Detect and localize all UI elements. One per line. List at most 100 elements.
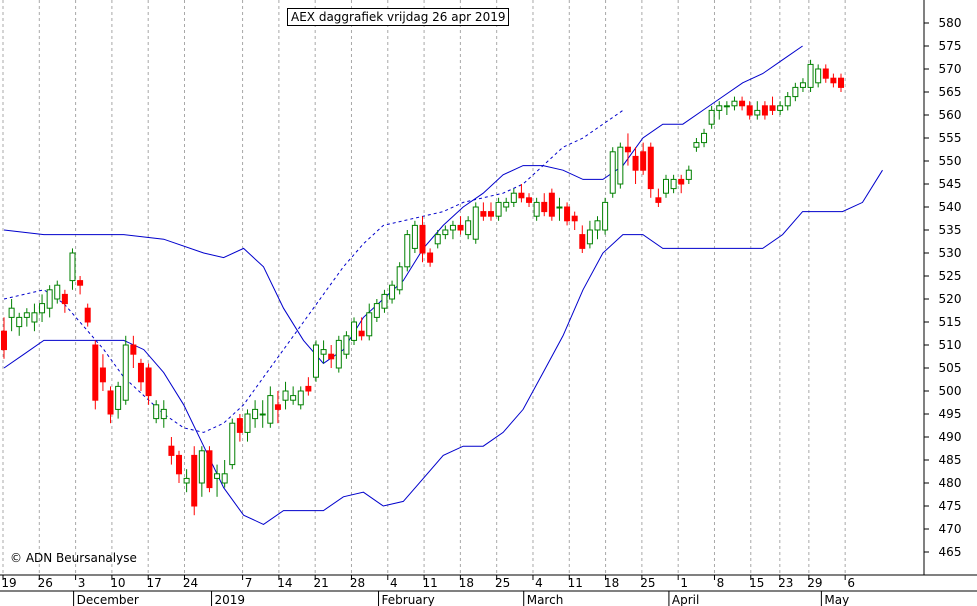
candle-body [183, 477, 190, 484]
candle [761, 101, 768, 120]
candle [176, 450, 183, 483]
candle [427, 248, 434, 267]
candle [168, 437, 175, 465]
x-month-label: April [672, 593, 699, 606]
candle-body [39, 303, 46, 314]
candle [115, 381, 122, 419]
x-tick-label: 18 [604, 576, 619, 590]
candle-body [99, 367, 106, 383]
candle [678, 174, 685, 194]
grid [2, 0, 846, 575]
candle [510, 188, 517, 207]
candle-body [358, 330, 365, 337]
candle-body [708, 109, 715, 125]
candle [320, 340, 327, 364]
y-tick-label: 465 [939, 545, 962, 559]
x-tick-label: 28 [350, 576, 365, 590]
x-month-label: March [527, 593, 564, 606]
candle-body [160, 408, 167, 420]
candle-body [731, 100, 738, 107]
candle-body [130, 344, 137, 355]
candle [396, 262, 403, 295]
candle-body [761, 105, 768, 116]
candle [61, 289, 68, 313]
x-tick-label: 25 [495, 576, 510, 590]
candle [495, 197, 502, 221]
candle-body [84, 307, 91, 323]
x-tick-label: 25 [640, 576, 655, 590]
candle [624, 133, 631, 166]
candle-body [579, 234, 586, 249]
candle [449, 220, 456, 240]
copyright-label: © ADN Beursanalyse [10, 551, 137, 565]
x-tick-label: 1 [680, 576, 688, 590]
candle [122, 335, 129, 405]
candle-body [594, 220, 601, 231]
candle-body [1, 330, 7, 351]
candle-body [701, 132, 708, 144]
candle [404, 230, 411, 272]
candle-body [198, 450, 205, 484]
candle [84, 303, 91, 327]
candle-body [723, 105, 730, 108]
candle-body [442, 229, 449, 236]
candle [647, 142, 654, 198]
candle [457, 216, 464, 235]
candle [792, 82, 799, 102]
candle-body [624, 146, 631, 153]
candle [183, 469, 190, 493]
candle [92, 340, 99, 410]
candle [571, 211, 578, 230]
x-tick-label: 11 [568, 576, 583, 590]
candle [799, 78, 806, 92]
candle-body [282, 390, 289, 401]
y-tick-label: 515 [939, 315, 962, 329]
candle [274, 391, 281, 424]
candle-body [61, 293, 68, 305]
candle-body [655, 197, 662, 203]
chart-title: AEX daggrafiek vrijdag 26 apr 2019 [287, 8, 510, 26]
candle-body [244, 413, 251, 433]
candle [533, 197, 540, 221]
y-tick-label: 535 [939, 223, 962, 237]
candle-body [556, 206, 563, 209]
candle [77, 276, 84, 295]
y-tick-label: 520 [939, 292, 962, 306]
candle-body [297, 390, 304, 406]
candle [822, 64, 829, 83]
candle [1, 317, 7, 359]
candle [662, 174, 669, 198]
candle-body [822, 68, 829, 79]
candle [708, 105, 715, 129]
candle-body [754, 109, 761, 116]
x-tick-label: 23 [778, 576, 793, 590]
candle-body [373, 303, 380, 318]
x-tick-label: 26 [38, 576, 53, 590]
candle [830, 73, 837, 88]
candle [411, 220, 418, 253]
candle-body [54, 284, 61, 300]
candle [487, 202, 494, 221]
candle-body [640, 151, 647, 171]
candle-body [526, 197, 533, 203]
candle [290, 386, 297, 405]
candle-body [351, 321, 358, 341]
candle [206, 446, 213, 493]
candle-body [168, 445, 175, 456]
candle [693, 138, 700, 152]
candle [267, 386, 274, 428]
candle [617, 142, 624, 189]
candle [366, 303, 373, 341]
candle-body [77, 280, 84, 286]
candle-body [389, 284, 396, 300]
candle-body [396, 266, 403, 291]
candle [769, 96, 776, 115]
candle-body [487, 211, 494, 217]
candle-body [229, 422, 236, 466]
y-tick-label: 560 [939, 108, 962, 122]
candle [685, 165, 692, 184]
y-tick-label: 500 [939, 384, 962, 398]
candle-body [564, 206, 571, 222]
candle [282, 381, 289, 410]
x-tick-label: 7 [245, 576, 253, 590]
